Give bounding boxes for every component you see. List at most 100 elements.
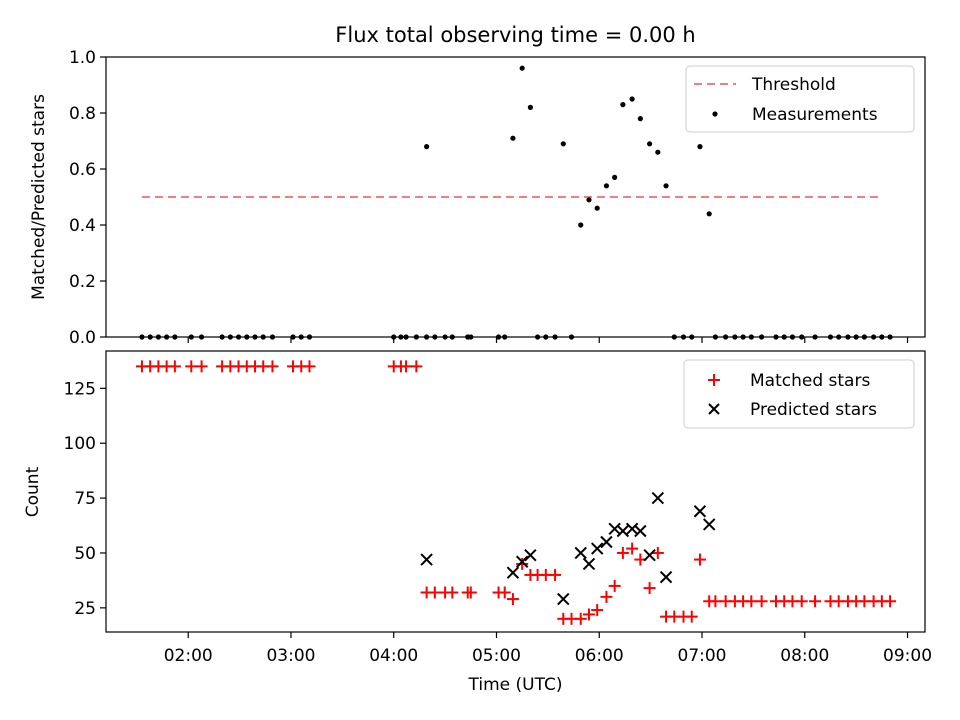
matched-star-point — [651, 546, 664, 559]
legend-measurements-label: Measurements — [752, 105, 878, 125]
x-tick-label: 05:00 — [472, 646, 521, 666]
bottom-legend-box — [683, 359, 915, 429]
matched-star-point — [266, 360, 279, 373]
x-tick-label: 02:00 — [164, 646, 213, 666]
matched-star-point — [516, 557, 529, 570]
measurement-point — [629, 96, 635, 102]
bottom-y-tick-label: 75 — [74, 489, 96, 509]
matched-star-point — [616, 546, 629, 559]
top-y-tick-label: 0.8 — [69, 104, 96, 124]
matched-star-point — [709, 595, 722, 608]
bottom-y-ticks: 25 50 75 100 125 — [64, 379, 106, 619]
matched-star-point — [755, 595, 768, 608]
top-legend: Threshold Measurements — [685, 65, 915, 133]
predicted-star-point — [524, 548, 537, 562]
matched-star-point — [745, 595, 758, 608]
x-tick-label: 06:00 — [575, 646, 624, 666]
legend-matched-swatch — [708, 374, 720, 386]
measurement-point — [706, 211, 712, 217]
matched-star-point — [600, 590, 613, 603]
measurement-point — [586, 197, 592, 203]
top-y-tick-label: 0.0 — [69, 328, 96, 348]
bottom-y-tick-label: 125 — [64, 379, 96, 399]
measurement-point — [663, 183, 669, 189]
predicted-star-point — [702, 518, 716, 531]
measurement-point — [620, 102, 626, 108]
x-axis-label: Time (UTC) — [468, 675, 563, 695]
measurement-point — [510, 135, 516, 141]
predicted-star-point — [515, 555, 529, 568]
measurement-point — [697, 144, 703, 150]
matched-star-point — [185, 360, 198, 373]
bottom-legend: Matched stars Predicted stars — [683, 359, 915, 429]
predicted-star-point — [693, 505, 707, 518]
matched-star-point — [574, 612, 587, 625]
matched-star-point — [795, 595, 808, 608]
x-tick-label: 04:00 — [369, 646, 418, 666]
measurement-point — [594, 205, 600, 211]
x-tick-label: 03:00 — [266, 646, 315, 666]
predicted-star-point — [420, 553, 433, 566]
matched-star-point — [498, 586, 511, 599]
predicted-star-point — [625, 522, 639, 536]
predicted-star-point — [651, 491, 665, 505]
top-y-tick-label: 0.4 — [69, 216, 96, 236]
predicted-star-point — [582, 557, 596, 571]
predicted-star-point — [616, 524, 630, 538]
matched-star-point — [693, 553, 706, 566]
legend-predicted-swatch — [708, 403, 720, 415]
matched-star-point — [410, 360, 423, 373]
measurement-point — [519, 65, 525, 71]
matched-stars-points — [135, 360, 897, 625]
x-tick-label: 08:00 — [780, 646, 829, 666]
measurement-point — [527, 104, 534, 110]
top-y-tick-label: 1.0 — [69, 48, 96, 68]
matched-star-point — [591, 604, 604, 617]
predicted-star-point — [659, 570, 673, 584]
predicted-star-point — [608, 522, 621, 536]
top-plot-frame — [105, 56, 926, 338]
bottom-y-tick-label: 100 — [64, 434, 96, 454]
predicted-star-point — [574, 546, 587, 560]
matched-star-point — [168, 360, 181, 373]
matched-star-point — [400, 360, 413, 373]
matched-star-point — [303, 360, 316, 373]
matched-star-point — [608, 579, 621, 592]
top-x-ticks — [187, 337, 909, 343]
matched-star-point — [809, 595, 822, 608]
top-y-tick-label: 0.2 — [69, 272, 96, 292]
matched-star-point — [685, 610, 698, 623]
measurement-point — [637, 116, 643, 122]
legend-matched-label: Matched stars — [750, 371, 870, 391]
matched-star-point — [626, 542, 639, 555]
top-panel: 0.0 0.2 0.4 0.6 0.8 1.0 Matched/Predicted sta… — [29, 48, 926, 348]
bottom-y-tick-label: 25 — [74, 599, 96, 619]
top-legend-box — [685, 65, 915, 133]
matched-star-point — [506, 593, 519, 606]
matched-star-point — [428, 586, 441, 599]
top-y-axis-label: Matched/Predicted stars — [29, 94, 49, 300]
bottom-x-ticks: 02:00 03:00 04:00 05:00 06:00 07:00 08:00 09:00 — [164, 632, 932, 666]
matched-star-point — [549, 568, 562, 581]
measurement-point — [612, 174, 618, 180]
measurement-point — [603, 183, 610, 189]
predicted-star-point — [600, 535, 613, 549]
matched-star-point — [643, 582, 656, 595]
predicted-star-point — [634, 524, 647, 538]
legend-measurements-swatch — [712, 111, 718, 117]
measurement-point — [647, 141, 653, 147]
legend-threshold-label: Threshold — [751, 75, 836, 95]
top-y-tick-label: 0.6 — [69, 160, 96, 180]
matched-star-point — [446, 586, 459, 599]
matched-star-point — [582, 608, 595, 621]
measurement-point — [578, 222, 584, 228]
matched-star-point — [464, 586, 477, 599]
measurement-point — [655, 149, 661, 155]
measurement-point — [560, 141, 566, 147]
bottom-y-axis-label: Count — [23, 466, 43, 517]
predicted-stars-points — [420, 491, 716, 606]
matched-star-point — [884, 595, 897, 608]
top-y-ticks: 0.0 0.2 0.4 0.6 0.8 1.0 — [69, 48, 106, 348]
predicted-star-point — [590, 542, 604, 555]
